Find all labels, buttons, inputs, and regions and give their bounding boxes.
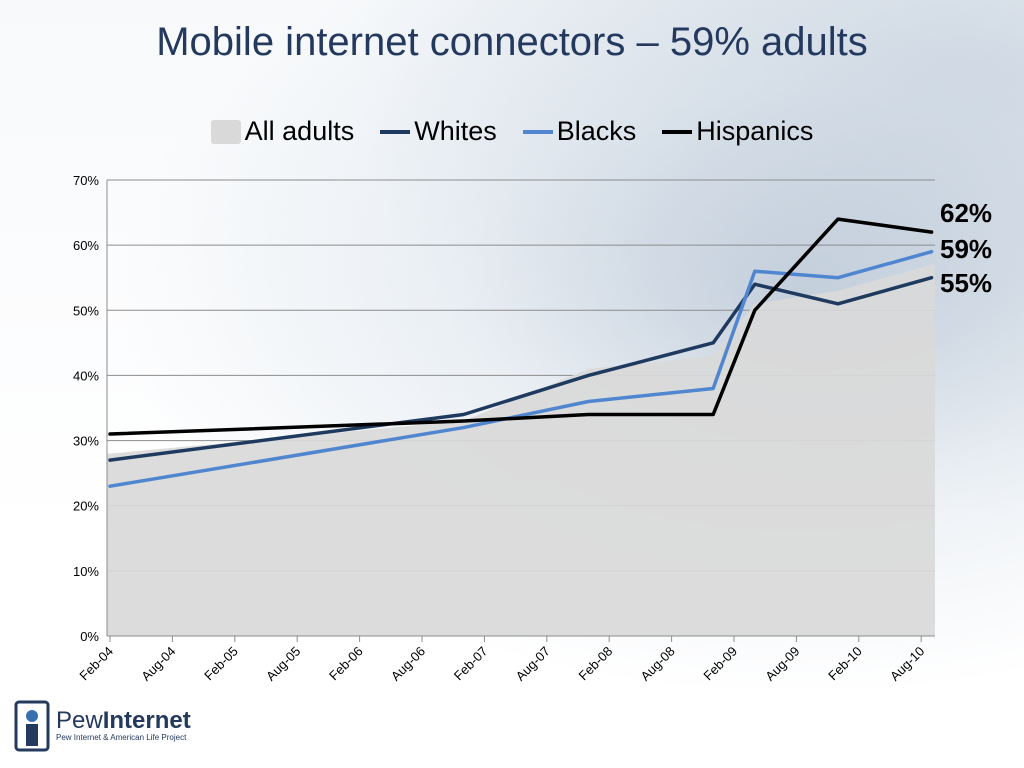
series-line-blacks <box>108 249 934 488</box>
x-tick-label: Feb-07 <box>451 644 491 684</box>
x-tick-label: Feb-05 <box>201 644 241 684</box>
y-tick-label: 20% <box>73 499 99 514</box>
x-tick-label: Aug-05 <box>263 644 303 684</box>
x-tick-label: Feb-04 <box>76 644 116 684</box>
series-line-whites <box>108 275 934 462</box>
end-value-label: 59% <box>940 234 992 264</box>
x-tick-label: Feb-06 <box>326 644 366 684</box>
legend-item-blacks: Blacks <box>522 116 637 147</box>
logo-name-bold: Internet <box>102 707 191 734</box>
legend-label-whites: Whites <box>414 116 497 146</box>
legend-swatch-whites <box>380 129 411 134</box>
y-tick-label: 50% <box>73 303 99 318</box>
y-tick-label: 60% <box>73 238 99 253</box>
x-tick-label: Feb-08 <box>576 644 616 684</box>
x-tick-label: Aug-10 <box>887 644 927 684</box>
end-value-label: 55% <box>940 268 992 298</box>
y-tick-label: 0% <box>80 629 99 644</box>
logo-name-regular: Pew <box>56 707 103 734</box>
legend-label-all-adults: All adults <box>244 116 355 146</box>
x-tick-label: Aug-06 <box>388 644 428 684</box>
end-value-label: 62% <box>940 198 992 228</box>
chart-legend: All adults Whites Blacks Hispanics <box>0 116 1024 147</box>
legend-swatch-all-adults <box>210 119 241 144</box>
legend-label-blacks: Blacks <box>556 116 637 146</box>
legend-item-all-adults: All adults <box>210 116 355 147</box>
y-tick-label: 10% <box>73 564 99 579</box>
legend-label-hispanics: Hispanics <box>696 116 814 146</box>
legend-item-hispanics: Hispanics <box>662 116 813 147</box>
y-tick-label: 30% <box>73 434 99 449</box>
pew-internet-logo: PewInternet Pew Internet & American Life… <box>14 700 191 752</box>
legend-swatch-blacks <box>522 129 553 134</box>
pew-logo-icon <box>14 700 50 752</box>
logo-tagline: Pew Internet & American Life Project <box>56 733 187 742</box>
series-area-all-adults <box>107 264 935 636</box>
series-line-hispanics <box>108 217 934 436</box>
y-tick-label: 40% <box>73 368 99 383</box>
y-tick-label: 70% <box>73 173 99 188</box>
x-tick-label: Aug-08 <box>637 644 677 684</box>
x-tick-label: Aug-09 <box>762 644 802 684</box>
slide-title: Mobile internet connectors – 59% adults <box>156 20 868 64</box>
x-tick-label: Feb-09 <box>700 644 740 684</box>
legend-swatch-hispanics <box>662 129 693 134</box>
logo-name: PewInternet <box>56 709 191 733</box>
legend-item-whites: Whites <box>380 116 497 147</box>
x-tick-label: Aug-04 <box>138 644 178 684</box>
x-tick-label: Feb-10 <box>825 644 865 684</box>
x-tick-label: Aug-07 <box>513 644 553 684</box>
